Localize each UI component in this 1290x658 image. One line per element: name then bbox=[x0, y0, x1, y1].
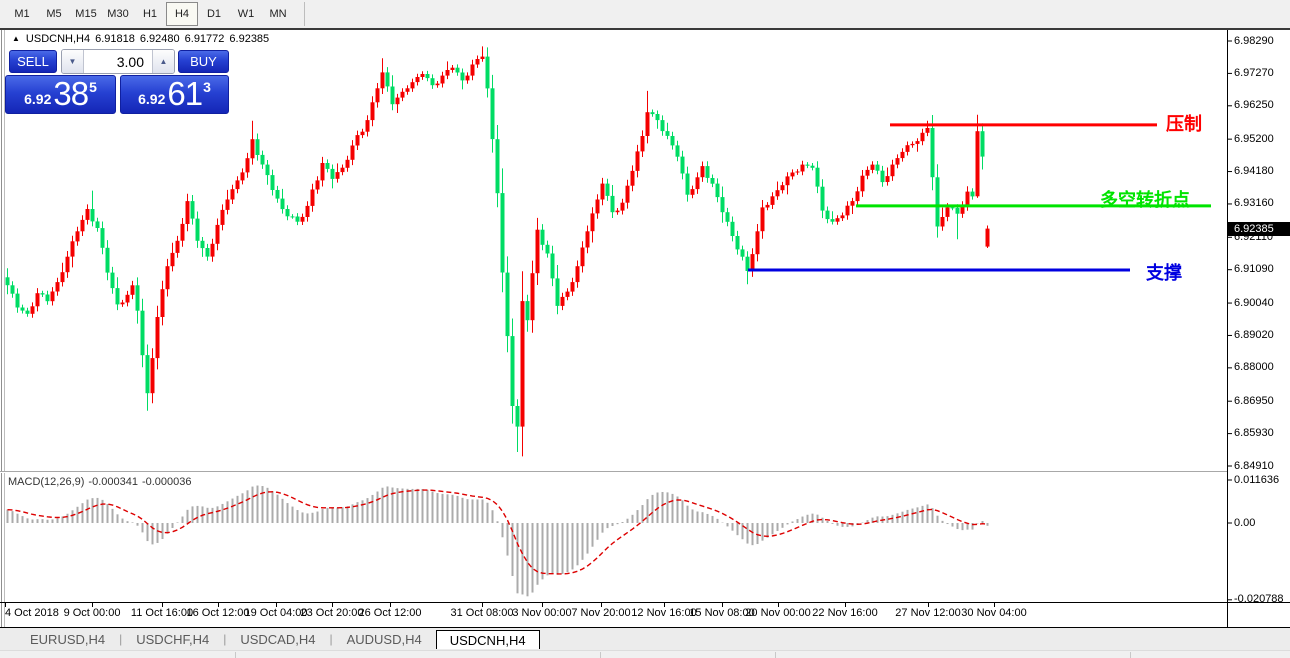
sell-price-big: 38 bbox=[53, 75, 89, 112]
timeframe-button-m15[interactable]: M15 bbox=[75, 8, 97, 20]
chart-title: ▲ USDCNH,H4 6.91818 6.92480 6.91772 6.92385 bbox=[12, 33, 269, 45]
symbol-tabbar: EURUSD,H4 | USDCHF,H4 | USDCAD,H4 | AUDUSD,H4 U… bbox=[0, 628, 1290, 650]
timeframe-button-h4[interactable]: H4 bbox=[166, 2, 198, 26]
time-axis-label: 3 Nov 00:00 bbox=[512, 607, 572, 619]
macd-axis-label: 0.011636 bbox=[1234, 473, 1280, 486]
chart-symbol: USDCNH,H4 bbox=[25, 33, 91, 45]
macd-axis-label: -0.020788 bbox=[1234, 593, 1284, 606]
tab-separator: | bbox=[119, 632, 123, 646]
price-axis-label: 6.85930 bbox=[1234, 427, 1274, 440]
price-axis-label: 6.91090 bbox=[1234, 263, 1274, 276]
time-axis-label: 26 Oct 12:00 bbox=[358, 607, 422, 619]
time-axis-label: 12 Nov 16:00 bbox=[631, 607, 697, 619]
price-axis-label: 6.96250 bbox=[1234, 99, 1274, 112]
sell-price-prefix: 6.92 bbox=[24, 91, 52, 107]
tab-separator: | bbox=[329, 632, 333, 646]
price-axis-label: 6.97270 bbox=[1234, 66, 1274, 79]
volume-increase-icon[interactable]: ▲ bbox=[152, 50, 174, 73]
price-axis-label: 6.90040 bbox=[1234, 296, 1274, 309]
timeframe-button-m30[interactable]: M30 bbox=[107, 8, 129, 20]
buy-price-pip: 3 bbox=[203, 79, 211, 95]
annotation-label-bull-bear-pivot: 多空转折点 bbox=[1100, 190, 1190, 210]
buy-price-big: 61 bbox=[167, 75, 203, 112]
toolbar-separator bbox=[304, 2, 305, 26]
statusbar-separator bbox=[600, 652, 601, 658]
symbol-tab-usdcnh-h4[interactable]: USDCNH,H4 bbox=[435, 629, 540, 649]
ohlc-low: 6.91772 bbox=[184, 33, 225, 45]
time-axis-label: 22 Nov 16:00 bbox=[812, 607, 878, 619]
macd-signal-value: -0.000036 bbox=[141, 476, 192, 488]
price-axis-label: 6.86950 bbox=[1234, 394, 1274, 407]
symbol-tab-usdcad-h4[interactable]: USDCAD,H4 bbox=[240, 631, 316, 647]
current-price-badge: 6.92385 bbox=[1228, 221, 1290, 236]
volume-spinner: ▼ ▲ bbox=[61, 49, 175, 74]
time-axis-label: 11 Oct 16:00 bbox=[130, 607, 194, 619]
time-axis-label: 31 Oct 08:00 bbox=[450, 607, 514, 619]
price-axis-label: 6.98290 bbox=[1234, 34, 1274, 47]
time-axis-label: 30 Nov 04:00 bbox=[961, 607, 1027, 619]
price-axis-label: 6.84910 bbox=[1234, 459, 1274, 472]
macd-name: MACD(12,26,9) bbox=[8, 476, 85, 488]
timeframe-toolbar: M1 M5 M15 M30 H1 H4 D1 W1 MN bbox=[0, 0, 1290, 29]
symbol-tab-audusd-h4[interactable]: AUDUSD,H4 bbox=[346, 631, 422, 647]
time-axis-label: 4 Oct 2018 bbox=[5, 607, 59, 619]
statusbar-separator bbox=[775, 652, 776, 658]
timeframe-button-w1[interactable]: W1 bbox=[237, 8, 255, 20]
timeframe-button-d1[interactable]: D1 bbox=[206, 8, 222, 20]
collapse-triangle-icon[interactable]: ▲ bbox=[12, 34, 20, 43]
time-axis-label: 20 Nov 00:00 bbox=[745, 607, 811, 619]
timeframe-button-mn[interactable]: MN bbox=[269, 8, 287, 20]
sell-price-panel[interactable]: 6.92 38 5 bbox=[5, 75, 116, 114]
ohlc-high: 6.92480 bbox=[139, 33, 180, 45]
annotation-label-support: 支撑 bbox=[1146, 263, 1182, 283]
ohlc-open: 6.91818 bbox=[95, 33, 135, 45]
price-axis-label: 6.93160 bbox=[1234, 197, 1274, 210]
timeframe-button-m1[interactable]: M1 bbox=[14, 8, 30, 20]
macd-main-value: -0.000341 bbox=[88, 476, 138, 488]
time-axis-label: 9 Oct 00:00 bbox=[63, 607, 121, 619]
volume-input[interactable] bbox=[84, 50, 152, 73]
time-axis-label: 7 Nov 20:00 bbox=[571, 607, 631, 619]
sell-price-pip: 5 bbox=[89, 79, 97, 95]
macd-indicator-label: MACD(12,26,9) -0.000341 -0.000036 bbox=[8, 476, 196, 488]
buy-button[interactable]: BUY bbox=[178, 50, 229, 73]
ohlc-close: 6.92385 bbox=[229, 33, 270, 45]
statusbar-separator bbox=[235, 652, 236, 658]
time-axis-label: 19 Oct 04:00 bbox=[244, 607, 308, 619]
timeframe-button-m5[interactable]: M5 bbox=[46, 8, 62, 20]
timeframe-button-h1[interactable]: H1 bbox=[142, 8, 158, 20]
buy-price-panel[interactable]: 6.92 61 3 bbox=[120, 75, 229, 114]
price-axis-label: 6.95200 bbox=[1234, 132, 1274, 145]
price-axis-label: 6.88000 bbox=[1234, 361, 1274, 374]
statusbar-separator bbox=[1130, 652, 1131, 658]
sell-button[interactable]: SELL bbox=[9, 50, 57, 73]
volume-decrease-icon[interactable]: ▼ bbox=[62, 50, 84, 73]
time-axis-label: 16 Oct 12:00 bbox=[186, 607, 250, 619]
symbol-tab-eurusd-h4[interactable]: EURUSD,H4 bbox=[30, 631, 106, 647]
time-axis-label: 15 Nov 08:00 bbox=[689, 607, 755, 619]
macd-axis-label: 0.00 bbox=[1234, 516, 1256, 529]
annotation-label-resistance: 压制 bbox=[1166, 114, 1202, 134]
tab-separator: | bbox=[223, 632, 227, 646]
price-axis-label: 6.89020 bbox=[1234, 328, 1274, 341]
buy-price-prefix: 6.92 bbox=[138, 91, 166, 107]
time-axis-label: 23 Oct 20:00 bbox=[300, 607, 364, 619]
price-axis-label: 6.94180 bbox=[1234, 165, 1274, 178]
symbol-tab-usdchf-h4[interactable]: USDCHF,H4 bbox=[136, 631, 210, 647]
time-axis-label: 27 Nov 12:00 bbox=[895, 607, 961, 619]
status-bar bbox=[0, 650, 1290, 658]
